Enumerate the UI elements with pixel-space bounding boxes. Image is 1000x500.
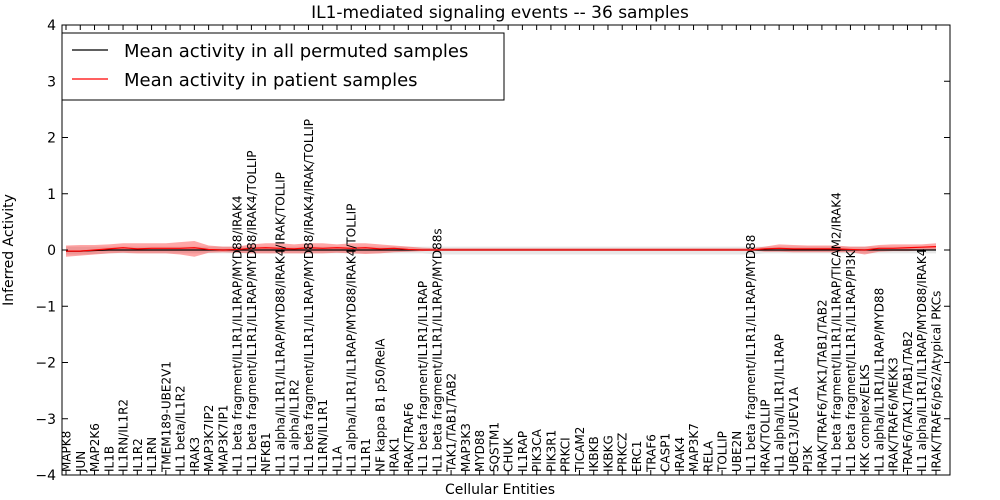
x-tick-label: MAP3K7IP1	[216, 405, 230, 472]
x-tick-label: NF kappa B1 p50/RelA	[373, 338, 387, 472]
band-patient	[66, 241, 936, 257]
x-tick-label: TAK1/TAB1/TAB2	[445, 373, 459, 473]
x-tick-label: IL1 alpha/IL1R1/IL1RAP/MYD88/IRAK4/IRAK/…	[273, 172, 287, 472]
y-tick-label: 2	[47, 131, 56, 147]
x-tick-label: IL1 beta fragment/IL1R1/IL1RAP/MYD88/IRA…	[302, 119, 316, 472]
x-axis: MAPK8 JUN MAP2K6 IL1B IL1RN/IL1R2 IL1R2 IL1RN T…	[60, 25, 944, 475]
x-tick-label: IL1 beta fragment/IL1R1/IL1RAP/PI3K	[844, 249, 858, 472]
x-tick-label: IRAK/TRAF6/TAK1/TAB1/TAB2	[815, 299, 829, 472]
x-tick-label: PRKCI	[559, 437, 573, 472]
y-tick-label: 0	[47, 243, 56, 259]
y-tick-label: −4	[35, 468, 56, 484]
x-tick-label: RELA	[701, 440, 715, 472]
x-tick-label: IL1RN/IL1R1	[316, 399, 330, 472]
x-tick-label: IL1R2	[131, 438, 145, 472]
x-tick-label: IL1 beta fragment/IL1R1/IL1RAP/MYD88	[744, 235, 758, 472]
x-tick-label: TMEM189-UBE2V1	[159, 361, 173, 473]
x-tick-label: IL1 beta fragment/IL1R1/IL1RAP/TICAM2/IR…	[830, 192, 844, 472]
x-tick-label: IRAK/TRAF6/p62/Atypical PKCs	[930, 291, 944, 472]
x-tick-label: MAP3K7	[687, 423, 701, 472]
x-tick-label: UBC13/UEV1A	[787, 386, 801, 472]
x-tick-label: IRAK/TOLLIP	[758, 400, 772, 472]
x-axis-label: Cellular Entities	[445, 482, 555, 498]
x-tick-label: NFKB1	[259, 432, 273, 472]
x-tick-label: ERC1	[630, 441, 644, 472]
y-tick-label: −2	[35, 356, 56, 372]
x-tick-label: IL1 alpha/IL1R1/IL1RAP/MYD88	[872, 288, 886, 472]
y-tick-label: 3	[47, 74, 56, 90]
x-tick-label: TOLLIP	[716, 431, 730, 473]
y-axis-label: Inferred Activity	[1, 194, 17, 306]
x-tick-label: IL1B	[102, 446, 116, 472]
x-tick-label: IRAK3	[188, 437, 202, 472]
x-tick-label: IL1A	[330, 445, 344, 472]
x-tick-label: IL1RAP	[516, 431, 530, 472]
series-line-patient	[66, 246, 937, 252]
x-tick-label: IL1R1	[359, 438, 373, 472]
x-tick-label: CHUK	[502, 437, 516, 472]
x-tick-label: IRAK4	[673, 437, 687, 472]
legend-label-permuted: Mean activity in all permuted samples	[124, 41, 468, 62]
y-axis: −4 −3 −2 −1 0 1 2 3 4	[35, 18, 950, 484]
x-tick-label: IL1 beta fragment/IL1R1/IL1RAP/MYD88/IRA…	[245, 151, 259, 472]
x-tick-label: TRAF6/TAK1/TAB1/TAB2	[901, 331, 915, 473]
chart-title: IL1-mediated signaling events -- 36 samp…	[311, 3, 689, 23]
y-tick-label: 1	[47, 187, 56, 203]
x-tick-label: IL1 beta fragment/IL1R1/IL1RAP/MYD88s	[430, 228, 444, 472]
x-tick-label: IL1 beta/IL1R2	[174, 385, 188, 472]
x-tick-label: MAP2K6	[88, 423, 102, 472]
x-tick-label: PIK3R1	[544, 430, 558, 472]
x-tick-label: MAP3K3	[459, 423, 473, 472]
x-tick-label: IKBKG	[601, 435, 615, 472]
legend: Mean activity in all permuted samples Me…	[61, 32, 505, 101]
x-tick-label: SQSTM1	[487, 422, 501, 472]
x-tick-label: IL1RN/IL1R2	[117, 399, 131, 472]
x-tick-label: IL1 beta fragment/IL1R1/IL1RAP/MYD88/IRA…	[231, 195, 245, 472]
x-tick-label: IL1RN	[145, 437, 159, 472]
x-tick-label: TICAM2	[573, 427, 587, 473]
x-tick-label: IRAK/TRAF6	[402, 403, 416, 472]
x-tick-label: IL1 alpha/IL1R1/IL1RAP	[773, 334, 787, 472]
x-tick-label: MAP3K7IP2	[202, 405, 216, 472]
y-tick-label: −1	[35, 299, 56, 315]
x-tick-label: IRAK1	[388, 437, 402, 472]
x-tick-label: CASP1	[659, 433, 673, 472]
legend-label-patient: Mean activity in patient samples	[124, 70, 418, 91]
x-tick-label: PRKCZ	[616, 433, 630, 472]
x-tick-label: PIK3CA	[530, 428, 544, 472]
x-tick-label: IRAK/TRAF6/MEKK3	[887, 357, 901, 472]
x-tick-label: IKBKB	[587, 436, 601, 472]
legend-box	[61, 32, 505, 101]
y-tick-label: 4	[47, 18, 56, 34]
x-tick-label: JUN	[74, 451, 88, 473]
x-tick-label: IL1 beta fragment/IL1R1/IL1RAP	[416, 281, 430, 472]
x-tick-label: IL1 alpha/IL1R1/IL1RAP/MYD88/IRAK4/TOLLI…	[345, 204, 359, 472]
x-tick-label: TRAF6	[644, 434, 658, 473]
x-tick-label: IL1 alpha/IL1R2	[288, 379, 302, 472]
x-tick-label: PI3K	[801, 445, 815, 472]
x-tick-label: IL1 alpha/IL1R1/IL1RAP/MYD88/IRAK4	[915, 249, 929, 472]
x-tick-label: MYD88	[473, 430, 487, 472]
x-tick-label: UBE2N	[730, 431, 744, 472]
series-lines	[66, 246, 937, 252]
x-tick-label: IKK complex/ELKS	[858, 364, 872, 472]
y-tick-label: −3	[35, 412, 56, 428]
x-tick-label: MAPK8	[60, 431, 74, 472]
